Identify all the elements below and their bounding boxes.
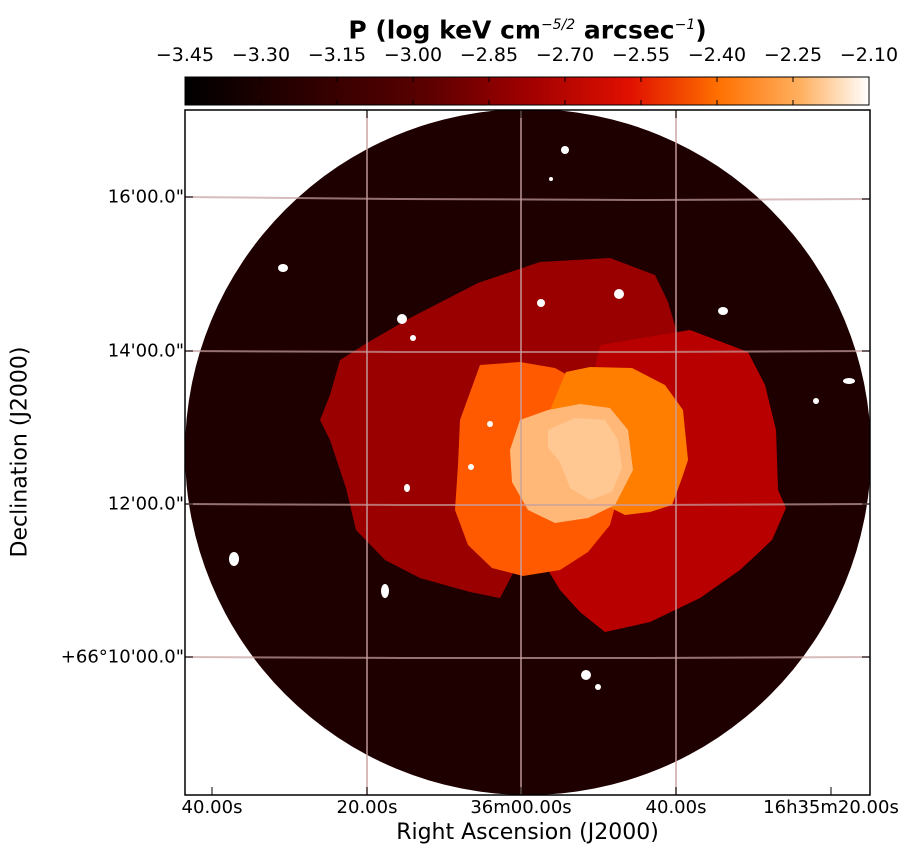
plot-frame xyxy=(184,109,871,796)
y-axis-label: Declination (J2000) xyxy=(7,346,33,558)
chart-title-end: ) xyxy=(695,15,707,45)
grid-line-dec-16 xyxy=(185,196,870,202)
y-tick-label: +66°10'00.0" xyxy=(60,646,184,668)
region-core-peak xyxy=(548,418,622,500)
x-tick-label: 40.00s xyxy=(645,797,707,818)
grid-line-dec-12 xyxy=(185,503,870,506)
masked-point-sources xyxy=(229,146,855,690)
x-tick-label: 20.00s xyxy=(336,797,398,818)
colorbar-tick-label: −2.40 xyxy=(687,44,747,66)
colorbar-tick-label: −2.25 xyxy=(763,44,823,66)
colorbar-ticks xyxy=(184,77,870,105)
colorbar-tick-label: −3.45 xyxy=(155,44,215,66)
colorbar-tick-label: −3.15 xyxy=(307,44,367,66)
colorbar-tick-label: −2.55 xyxy=(611,44,671,66)
y-tick-label: 16'00.0" xyxy=(107,186,184,208)
y-tick-label: 12'00.0" xyxy=(107,493,184,515)
colorbar xyxy=(184,76,870,106)
grid-line-dec-10 xyxy=(185,656,870,659)
x-tick-label: 16h35m20.00s xyxy=(763,797,899,818)
chart-title-mid: arcsec xyxy=(575,15,675,45)
grid-line-dec-14 xyxy=(185,350,870,353)
colorbar-tick-label: −2.70 xyxy=(535,44,595,66)
coordinate-grid xyxy=(185,110,870,795)
chart-title-exponent-2: −1 xyxy=(674,17,696,33)
colorbar-tick-label: −3.30 xyxy=(231,44,291,66)
chart-title: P (log keV cm−5/2 arcsec−1) xyxy=(185,8,870,47)
x-tick-label: 36m00.00s xyxy=(470,797,572,818)
colorbar-tick-label: −2.85 xyxy=(459,44,519,66)
chart-title-main: P (log keV cm xyxy=(348,15,541,45)
chart-title-exponent-1: −5/2 xyxy=(540,17,576,33)
x-axis-label: Right Ascension (J2000) xyxy=(396,820,659,845)
y-tick-label: 14'00.0" xyxy=(107,340,184,362)
axis-tick-marks xyxy=(185,110,870,795)
colorbar-tick-label: −3.00 xyxy=(383,44,443,66)
map-image xyxy=(185,110,870,795)
x-tick-label: 40.00s xyxy=(181,797,243,818)
colorbar-tick-label: −2.10 xyxy=(839,44,899,66)
